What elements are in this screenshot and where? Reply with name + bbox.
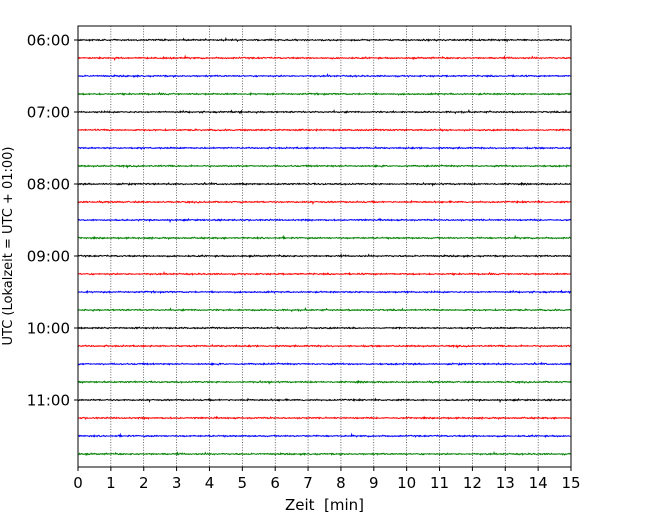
- x-tick-label: 12: [463, 474, 482, 492]
- x-tick-label: 6: [270, 474, 280, 492]
- x-tick-label: 9: [369, 474, 379, 492]
- x-axis-label: Zeit [min]: [285, 496, 364, 514]
- plot-frame: [77, 25, 572, 468]
- x-tick-label: 13: [496, 474, 515, 492]
- x-tick-label: 5: [238, 474, 248, 492]
- x-tick-label: 15: [561, 474, 580, 492]
- y-tick-label: 10:00: [27, 320, 70, 338]
- trace-0800: [77, 181, 572, 187]
- y-tick-label: 11:00: [27, 392, 70, 410]
- x-tick-label: 1: [106, 474, 116, 492]
- trace-0830: [77, 217, 572, 224]
- trace-1100: [77, 397, 572, 404]
- trace-0700: [77, 109, 572, 115]
- trace-1015: [77, 343, 572, 349]
- x-tick-label: 3: [172, 474, 182, 492]
- y-tick-label: 09:00: [27, 248, 70, 266]
- x-tick-label: 4: [205, 474, 215, 492]
- x-tick-label: 2: [139, 474, 149, 492]
- x-axis-ticks: 0 1 2 3 4 5 6 7 8 9 10 11 12 13 14 15: [73, 467, 581, 492]
- trace-0845: [77, 234, 572, 241]
- trace-0745: [77, 163, 572, 169]
- trace-0715: [77, 127, 571, 132]
- trace-0645: [77, 91, 572, 97]
- trace-0900: [77, 253, 572, 259]
- trace-0615: [77, 54, 572, 62]
- y-axis-label: UTC (Lokalzeit = UTC + 01:00): [1, 147, 16, 346]
- trace-1130: [77, 432, 572, 439]
- trace-0945: [77, 307, 572, 313]
- seismic-traces: [77, 36, 572, 457]
- trace-1115: [77, 415, 572, 421]
- trace-1045: [77, 379, 572, 385]
- trace-1000: [77, 325, 572, 330]
- y-axis-ticks: 06:00 07:00 08:00 09:00 10:00 11:00: [27, 32, 78, 410]
- trace-0630: [77, 73, 572, 78]
- x-tick-label: 10: [397, 474, 416, 492]
- x-tick-label: 11: [430, 474, 449, 492]
- y-tick-label: 08:00: [27, 176, 70, 194]
- x-tick-label: 8: [336, 474, 346, 492]
- trace-0730: [77, 145, 572, 151]
- y-tick-label: 07:00: [27, 104, 70, 122]
- trace-0815: [77, 199, 572, 206]
- trace-1030: [77, 361, 572, 366]
- y-tick-label: 06:00: [27, 32, 70, 50]
- trace-0600: [77, 36, 572, 43]
- x-tick-label: 14: [529, 474, 548, 492]
- trace-0915: [77, 271, 572, 276]
- x-tick-label: 7: [303, 474, 313, 492]
- trace-0930: [77, 289, 572, 295]
- grid-lines: [110, 26, 539, 467]
- trace-1145: [77, 451, 572, 457]
- x-tick-label: 0: [73, 474, 83, 492]
